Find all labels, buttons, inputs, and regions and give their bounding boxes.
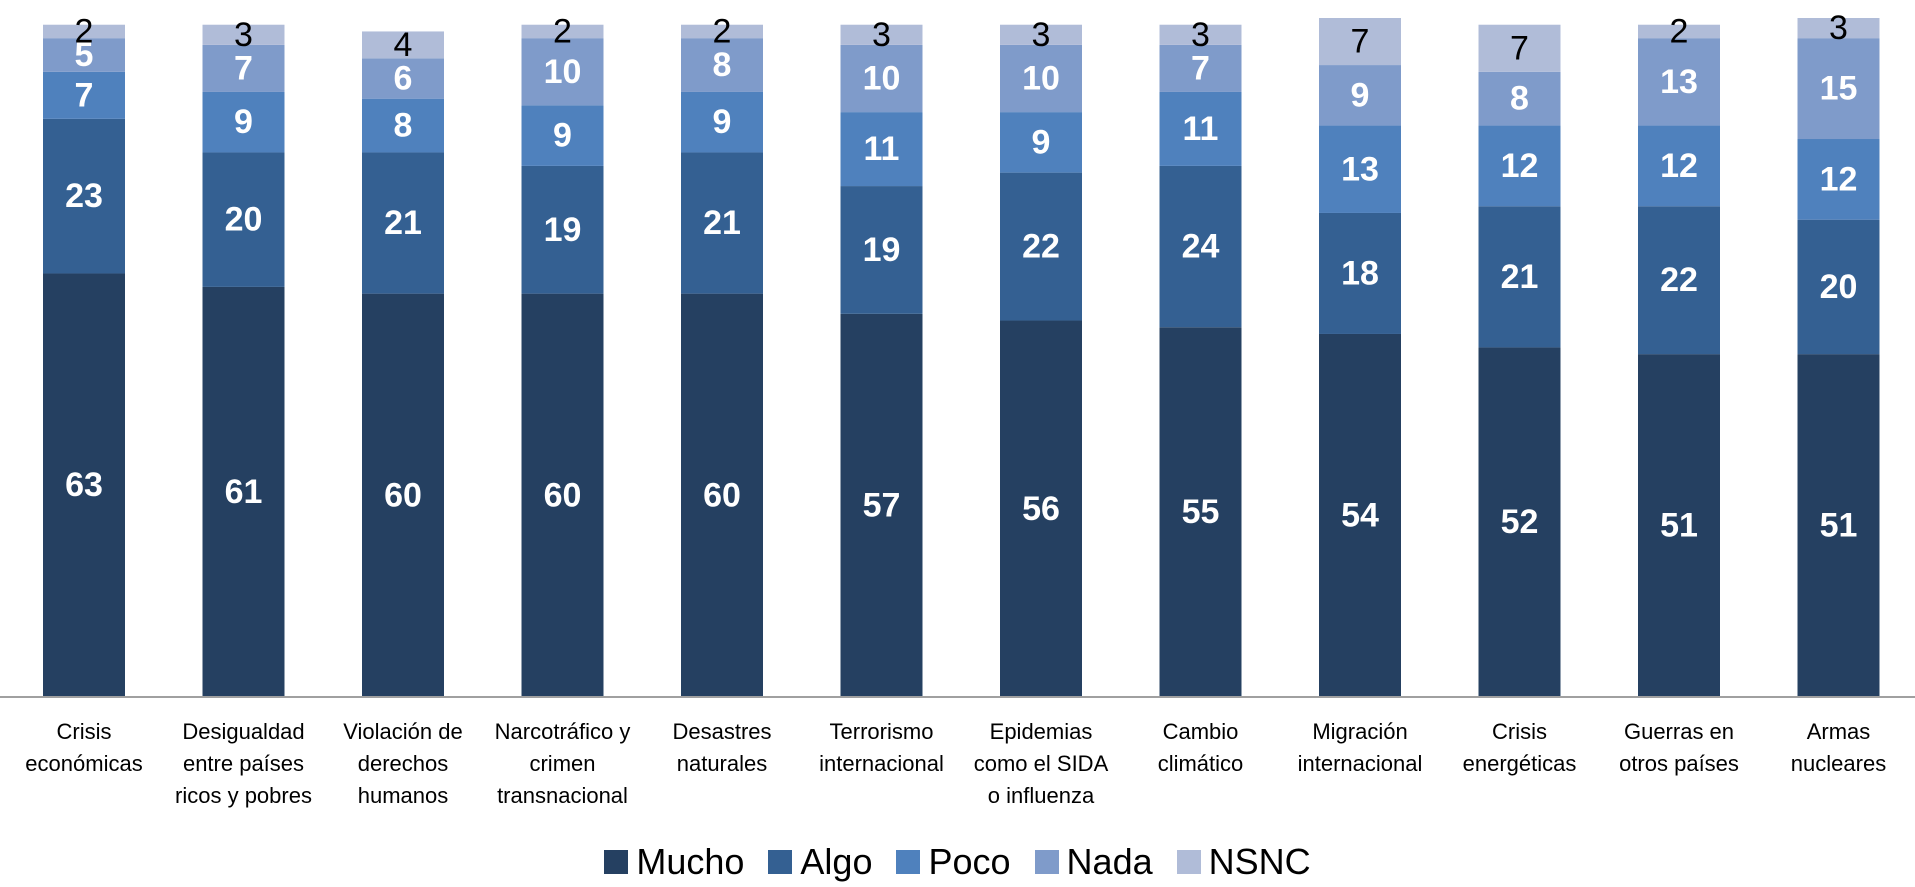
legend-item: NSNC bbox=[1177, 840, 1311, 884]
data-label: 3 bbox=[1191, 16, 1210, 54]
data-label: 55 bbox=[1182, 493, 1220, 531]
data-label: 19 bbox=[544, 211, 582, 249]
legend-item: Mucho bbox=[604, 840, 744, 884]
data-label: 3 bbox=[234, 16, 253, 54]
page: {"chart_data": {"type": "stacked-bar", "… bbox=[0, 0, 1915, 887]
data-label: 9 bbox=[1351, 76, 1370, 114]
data-label: 10 bbox=[544, 53, 582, 91]
legend-swatch bbox=[768, 850, 792, 874]
data-label: 3 bbox=[872, 16, 891, 54]
data-label: 51 bbox=[1660, 507, 1698, 545]
data-label: 63 bbox=[65, 466, 103, 504]
legend-label: Nada bbox=[1067, 840, 1153, 884]
data-label: 10 bbox=[1022, 60, 1060, 98]
data-label: 7 bbox=[1351, 23, 1370, 61]
data-label: 21 bbox=[1501, 258, 1539, 296]
data-label: 7 bbox=[234, 49, 253, 87]
data-label: 13 bbox=[1341, 150, 1379, 188]
data-label: 7 bbox=[1510, 29, 1529, 67]
data-label: 2 bbox=[553, 12, 572, 50]
data-label: 8 bbox=[394, 107, 413, 145]
data-label: 24 bbox=[1182, 228, 1220, 266]
data-label: 20 bbox=[1820, 268, 1858, 306]
data-label: 4 bbox=[394, 26, 413, 64]
data-label: 9 bbox=[1032, 123, 1051, 161]
category-label: Desigualdad entre países ricos y pobres bbox=[164, 716, 324, 812]
data-label: 61 bbox=[225, 473, 263, 511]
data-label: 56 bbox=[1022, 490, 1060, 528]
legend-label: Algo bbox=[800, 840, 872, 884]
data-label: 9 bbox=[713, 103, 732, 141]
legend-item: Nada bbox=[1035, 840, 1153, 884]
data-label: 3 bbox=[1829, 9, 1848, 47]
data-label: 2 bbox=[1670, 12, 1689, 50]
data-label: 21 bbox=[703, 204, 741, 242]
data-label: 13 bbox=[1660, 63, 1698, 101]
data-label: 12 bbox=[1660, 147, 1698, 185]
data-label: 15 bbox=[1820, 70, 1858, 108]
data-label: 21 bbox=[384, 204, 422, 242]
data-label: 23 bbox=[65, 177, 103, 215]
category-label: Cambio climático bbox=[1121, 716, 1281, 780]
legend-swatch bbox=[896, 850, 920, 874]
category-label: Terrorismo internacional bbox=[802, 716, 962, 780]
data-label: 20 bbox=[225, 201, 263, 239]
category-label: Guerras en otros países bbox=[1599, 716, 1759, 780]
data-label: 57 bbox=[863, 486, 901, 524]
data-label: 12 bbox=[1501, 147, 1539, 185]
legend-item: Poco bbox=[896, 840, 1010, 884]
category-label: Narcotráfico y crimen transnacional bbox=[483, 716, 643, 812]
data-label: 9 bbox=[553, 117, 572, 155]
legend-swatch bbox=[1177, 850, 1201, 874]
data-label: 60 bbox=[384, 476, 422, 514]
category-label: Crisis energéticas bbox=[1440, 716, 1600, 780]
category-label: Violación de derechos humanos bbox=[323, 716, 483, 812]
data-label: 11 bbox=[1183, 110, 1219, 148]
category-label: Armas nucleares bbox=[1759, 716, 1915, 780]
category-label: Crisis económicas bbox=[4, 716, 164, 780]
data-label: 3 bbox=[1032, 16, 1051, 54]
category-label: Migración internacional bbox=[1280, 716, 1440, 780]
data-label: 19 bbox=[863, 231, 901, 269]
legend: Mucho Algo Poco Nada NSNC bbox=[0, 840, 1915, 884]
data-label: 11 bbox=[864, 130, 900, 168]
legend-swatch bbox=[1035, 850, 1059, 874]
category-label: Desastres naturales bbox=[642, 716, 802, 780]
data-label: 54 bbox=[1341, 496, 1379, 534]
data-label: 2 bbox=[75, 12, 94, 50]
legend-label: NSNC bbox=[1209, 840, 1311, 884]
data-label: 60 bbox=[703, 476, 741, 514]
data-label: 6 bbox=[394, 60, 413, 98]
legend-swatch bbox=[604, 850, 628, 874]
data-label: 51 bbox=[1820, 507, 1858, 545]
data-label: 10 bbox=[863, 60, 901, 98]
legend-item: Algo bbox=[768, 840, 872, 884]
data-label: 8 bbox=[1510, 80, 1529, 118]
data-label: 9 bbox=[234, 103, 253, 141]
data-label: 12 bbox=[1820, 160, 1858, 198]
data-label: 60 bbox=[544, 476, 582, 514]
data-label: 52 bbox=[1501, 503, 1539, 541]
data-label: 8 bbox=[713, 46, 732, 84]
data-label: 7 bbox=[75, 76, 94, 114]
chart: 6323752612097360218646019910260219825719… bbox=[0, 0, 1915, 830]
data-label: 7 bbox=[1191, 49, 1210, 87]
data-label: 22 bbox=[1022, 228, 1060, 266]
data-label: 2 bbox=[713, 12, 732, 50]
legend-label: Mucho bbox=[636, 840, 744, 884]
category-label: Epidemias como el SIDA o influenza bbox=[961, 716, 1121, 812]
legend-label: Poco bbox=[928, 840, 1010, 884]
data-label: 22 bbox=[1660, 261, 1698, 299]
data-label: 18 bbox=[1341, 254, 1379, 292]
